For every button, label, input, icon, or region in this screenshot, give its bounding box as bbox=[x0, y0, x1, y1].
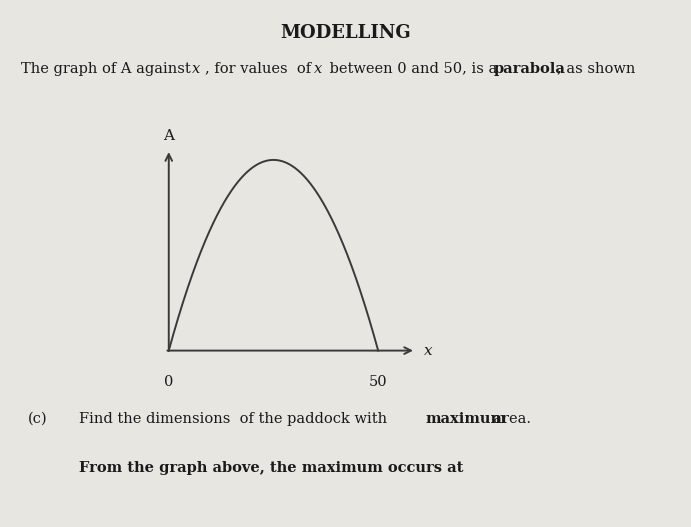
Text: 0: 0 bbox=[164, 375, 173, 389]
Text: maximum: maximum bbox=[426, 412, 507, 426]
Text: x: x bbox=[424, 344, 433, 358]
Text: MODELLING: MODELLING bbox=[280, 24, 411, 42]
Text: 50: 50 bbox=[369, 375, 388, 389]
Text: , as shown: , as shown bbox=[557, 62, 635, 76]
Text: x: x bbox=[192, 62, 200, 76]
Text: x: x bbox=[314, 62, 322, 76]
Text: between 0 and 50, is a: between 0 and 50, is a bbox=[325, 62, 502, 76]
Text: , for values  of: , for values of bbox=[205, 62, 315, 76]
Text: The graph of A against: The graph of A against bbox=[21, 62, 195, 76]
Text: parabola: parabola bbox=[493, 62, 565, 76]
Text: (c): (c) bbox=[28, 412, 47, 426]
Text: From the graph above, the maximum occurs at: From the graph above, the maximum occurs… bbox=[79, 461, 464, 475]
Text: area.: area. bbox=[484, 412, 531, 426]
Text: A: A bbox=[163, 129, 174, 143]
Text: Find the dimensions  of the paddock with: Find the dimensions of the paddock with bbox=[79, 412, 392, 426]
